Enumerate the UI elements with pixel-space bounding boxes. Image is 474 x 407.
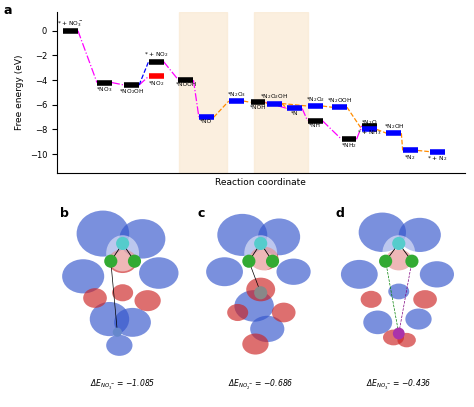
Ellipse shape [250, 316, 284, 342]
Ellipse shape [246, 278, 275, 301]
Ellipse shape [90, 302, 129, 336]
Ellipse shape [244, 235, 277, 271]
Circle shape [379, 255, 392, 268]
Text: *N$_2$O$_2$: *N$_2$O$_2$ [306, 95, 325, 104]
Ellipse shape [405, 309, 432, 330]
Text: * + NH$_3$: * + NH$_3$ [357, 128, 382, 137]
Text: d: d [336, 207, 345, 220]
Ellipse shape [242, 333, 269, 354]
Text: ΔE$_{NO_3^-}$ = −1.085: ΔE$_{NO_3^-}$ = −1.085 [90, 378, 155, 392]
Text: b: b [60, 207, 68, 220]
Y-axis label: Free energy (eV): Free energy (eV) [15, 55, 24, 130]
Ellipse shape [399, 218, 441, 252]
Ellipse shape [420, 261, 454, 287]
Bar [254, 12, 308, 173]
Text: *NO: *NO [201, 119, 212, 125]
Ellipse shape [388, 284, 409, 299]
Text: *N$_2$OH: *N$_2$OH [383, 122, 404, 131]
X-axis label: Reaction coordinate: Reaction coordinate [215, 178, 306, 187]
Ellipse shape [272, 303, 296, 322]
Ellipse shape [276, 258, 310, 285]
Text: *NH: *NH [309, 123, 321, 128]
Text: *N$_2$O: *N$_2$O [361, 118, 378, 127]
Ellipse shape [106, 335, 133, 356]
Ellipse shape [235, 290, 274, 322]
Circle shape [242, 255, 255, 268]
Ellipse shape [119, 219, 165, 258]
Ellipse shape [108, 249, 137, 273]
Text: *N: *N [291, 111, 299, 116]
Circle shape [104, 255, 118, 268]
Circle shape [254, 286, 267, 299]
Ellipse shape [383, 235, 415, 271]
Ellipse shape [139, 257, 179, 289]
Ellipse shape [77, 210, 129, 256]
Ellipse shape [114, 308, 151, 337]
Text: *N$_2$O$_3$: *N$_2$O$_3$ [227, 90, 246, 99]
Text: *NO$_3$: *NO$_3$ [96, 85, 112, 94]
Ellipse shape [363, 311, 392, 334]
Ellipse shape [227, 304, 248, 321]
Text: * + NO$_3^-$: * + NO$_3^-$ [57, 19, 84, 28]
Ellipse shape [386, 249, 412, 270]
Ellipse shape [383, 330, 404, 346]
Ellipse shape [206, 257, 243, 286]
Text: *NH$_2$: *NH$_2$ [341, 142, 357, 151]
Ellipse shape [249, 247, 278, 270]
Text: *NOOH: *NOOH [175, 82, 197, 88]
Text: ΔE$_{NO_3^-}$ = −0.436: ΔE$_{NO_3^-}$ = −0.436 [366, 378, 431, 392]
Text: *N$_2$O$_2$OH: *N$_2$O$_2$OH [260, 92, 288, 101]
Circle shape [116, 237, 129, 250]
Ellipse shape [413, 290, 437, 309]
Circle shape [266, 255, 279, 268]
Text: * + N$_2$: * + N$_2$ [427, 154, 447, 163]
Text: *NOH: *NOH [250, 105, 266, 109]
Circle shape [392, 237, 405, 250]
Ellipse shape [83, 288, 107, 308]
Ellipse shape [106, 235, 139, 271]
Text: a: a [4, 4, 12, 17]
Ellipse shape [135, 290, 161, 311]
Circle shape [405, 255, 419, 268]
Ellipse shape [361, 291, 382, 308]
Text: c: c [198, 207, 205, 220]
Ellipse shape [217, 214, 267, 256]
Bar [179, 12, 227, 173]
Ellipse shape [398, 333, 416, 347]
Circle shape [113, 328, 122, 337]
Circle shape [254, 237, 267, 250]
Text: * + NO$_2$: * + NO$_2$ [144, 50, 169, 59]
Circle shape [393, 328, 405, 339]
Ellipse shape [359, 212, 406, 252]
Ellipse shape [62, 259, 104, 293]
Text: *N$_2$OOH: *N$_2$OOH [327, 96, 352, 105]
Text: *NO$_2$: *NO$_2$ [148, 79, 164, 88]
Ellipse shape [341, 260, 378, 289]
Text: *N$_2$: *N$_2$ [404, 153, 416, 162]
Text: *NO$_2$OH: *NO$_2$OH [119, 87, 144, 96]
Ellipse shape [112, 284, 133, 301]
Ellipse shape [258, 219, 300, 255]
Text: ΔE$_{NO_2^-}$ = −0.686: ΔE$_{NO_2^-}$ = −0.686 [228, 378, 293, 392]
Circle shape [128, 255, 141, 268]
